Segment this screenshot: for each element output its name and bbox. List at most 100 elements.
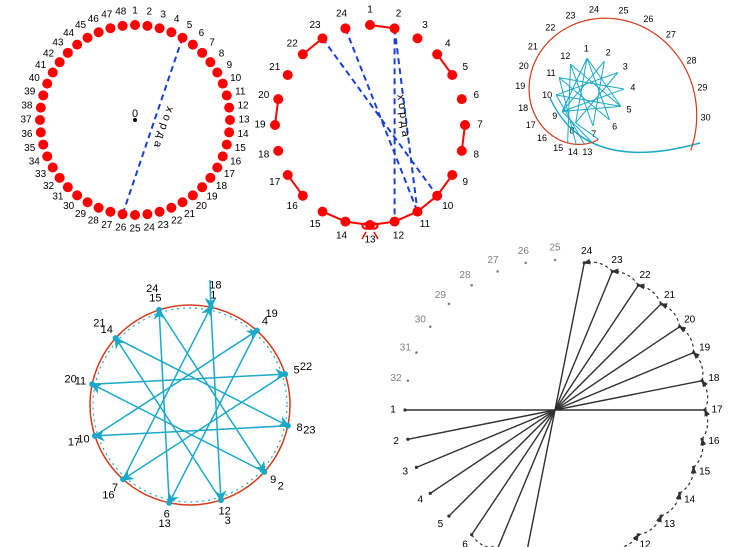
ellipse-dot	[283, 70, 293, 80]
short-arc	[584, 262, 612, 271]
dotted-circle	[93, 308, 287, 502]
ellipse-label: 17	[269, 177, 281, 188]
perimeter-label: 6	[462, 539, 468, 547]
perimeter-dot	[205, 173, 215, 183]
inner-label: 5	[626, 105, 631, 115]
ellipse-label: 6	[473, 90, 479, 101]
vertex-label-inner: 8	[296, 422, 302, 434]
perimeter-dot	[36, 127, 46, 137]
ellipse-label: 13	[364, 235, 376, 246]
perimeter-label: 26	[115, 223, 127, 234]
perimeter-dot	[692, 466, 695, 469]
perimeter-label: 22	[639, 270, 651, 281]
ellipse-label: 23	[309, 20, 321, 31]
vertex-label-inner: 9	[270, 474, 276, 486]
perimeter-dot	[118, 21, 128, 31]
perimeter-label: 31	[52, 192, 64, 203]
perimeter-dot	[63, 182, 73, 192]
spiral-label: 30	[701, 113, 711, 123]
ellipse-dot	[340, 23, 350, 33]
perimeter-label: 2	[146, 7, 152, 18]
perimeter-dot	[166, 27, 176, 37]
perimeter-dot	[701, 379, 704, 382]
perimeter-label: 18	[708, 373, 720, 384]
vertex-dot	[89, 381, 95, 387]
perimeter-label: 30	[63, 201, 75, 212]
perimeter-label: 31	[400, 343, 412, 354]
perimeter-dot	[155, 23, 165, 33]
perimeter-dot	[222, 90, 232, 100]
perimeter-dot	[406, 438, 409, 441]
perimeter-label: 32	[43, 181, 55, 192]
spiral-label: 22	[545, 22, 555, 32]
vertex-dot	[218, 497, 224, 503]
perimeter-dot	[447, 514, 450, 517]
inner-label: 2	[606, 47, 611, 57]
perimeter-dot	[218, 79, 228, 89]
perimeter-label: 9	[227, 60, 233, 71]
perimeter-label: 19	[207, 192, 219, 203]
vertex-label-inner: 11	[75, 376, 86, 388]
ellipse-dot	[390, 23, 400, 33]
perimeter-dot	[130, 20, 140, 30]
perimeter-dot	[470, 533, 473, 536]
inner-chord	[593, 61, 604, 126]
vertex-label-inner: 1	[210, 289, 216, 301]
short-arc	[661, 493, 680, 516]
perimeter-label: 41	[35, 60, 47, 71]
perimeter-label: 32	[391, 373, 403, 384]
ellipse-dot	[447, 70, 457, 80]
perimeter-label: 27	[487, 255, 499, 266]
perimeter-dot	[166, 203, 176, 213]
perimeter-dot	[212, 163, 222, 173]
inner-label: 12	[560, 51, 570, 61]
perimeter-dot	[212, 68, 222, 78]
short-arc	[694, 353, 703, 381]
ellipse-dot	[273, 146, 283, 156]
perimeter-label: 1	[132, 6, 138, 17]
perimeter-label: 27	[101, 220, 113, 231]
chord-line	[123, 38, 183, 214]
perimeter-label: 11	[235, 86, 246, 97]
perimeter-label: 29	[435, 290, 447, 301]
perimeter-dot	[188, 190, 198, 200]
diagram-5-chord-rose: 1234567891011121314151617181920212223242…	[390, 243, 723, 547]
perimeter-dot	[524, 262, 527, 265]
inner-label: 1	[584, 44, 589, 54]
ellipse-dot	[270, 120, 280, 130]
perimeter-dot	[197, 48, 207, 58]
ellipse-label: 4	[445, 38, 451, 49]
spiral-label: 26	[643, 14, 653, 24]
ellipse-label: 5	[462, 62, 468, 73]
ellipse-label: 18	[258, 149, 270, 160]
perimeter-dot	[142, 21, 152, 31]
spiral-label: 27	[666, 29, 676, 39]
ellipse-label: 20	[258, 90, 270, 101]
perimeter-dot	[55, 173, 65, 183]
perimeter-label: 4	[418, 495, 424, 506]
perimeter-label: 25	[549, 243, 561, 254]
perimeter-label: 47	[101, 9, 113, 20]
perimeter-dot	[42, 79, 52, 89]
perimeter-dot	[554, 259, 557, 262]
perimeter-label: 10	[230, 73, 242, 84]
perimeter-label: 36	[21, 129, 33, 140]
perimeter-label: 5	[438, 519, 444, 530]
perimeter-label: 33	[35, 169, 47, 180]
perimeter-dot	[188, 40, 198, 50]
perimeter-label: 5	[187, 20, 193, 31]
short-arc	[680, 467, 694, 493]
perimeter-label: 25	[129, 224, 141, 235]
outer-circle	[90, 305, 290, 505]
perimeter-dot	[429, 492, 432, 495]
ellipse-dot	[460, 120, 470, 130]
chord-label: х о р д а	[394, 94, 411, 139]
perimeter-label: 46	[88, 14, 100, 25]
vertex-label-inner: 7	[112, 482, 118, 494]
perimeter-label: 15	[235, 143, 247, 154]
perimeter-label: 29	[75, 209, 87, 220]
long-chord	[526, 263, 585, 547]
diagram-4-star-polygon: 181194225238293121361671710201121142415	[65, 280, 316, 531]
perimeter-dot	[83, 197, 93, 207]
perimeter-dot	[611, 270, 614, 273]
